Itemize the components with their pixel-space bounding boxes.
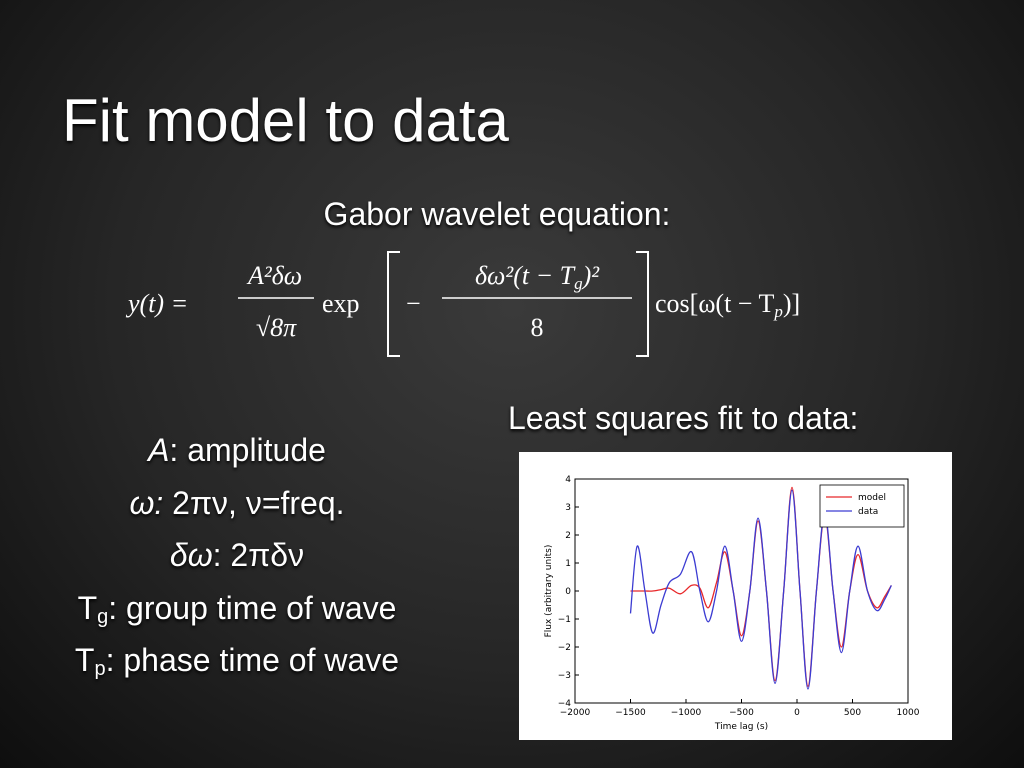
eq-frac-num: δω²(t − Tg)²	[475, 261, 600, 293]
eq-minus: −	[406, 289, 421, 318]
subscript: g	[97, 605, 109, 628]
y-tick-label: −1	[558, 615, 571, 625]
x-axis-label: Time lag (s)	[714, 722, 768, 732]
symbol: A	[148, 432, 170, 468]
y-tick-label: 3	[565, 503, 571, 513]
subscript: p	[94, 658, 106, 680]
equation: y(t) = A²δω √8π exp − δω²(t − Tg)² 8 cos…	[0, 0, 1024, 400]
y-tick-label: 2	[565, 531, 571, 541]
eq-cos: cos[ω(t − Tp)]	[655, 289, 800, 321]
eq-frac-num: A²δω	[246, 261, 302, 290]
eq-lhs: y(t) =	[125, 289, 188, 318]
y-tick-label: −3	[558, 671, 571, 681]
legend-box	[819, 484, 905, 528]
eq-part: )]	[783, 289, 800, 318]
legend-label: data	[858, 507, 878, 517]
chart: −2000 −1500 −1000 −500 0 500 1000 −4 −3 −2 −1 0 1 2 3 4…	[544, 475, 920, 732]
definitions: A: amplitude ω: 2πν, ν=freq. δω: 2πδν Tg: g…	[0, 424, 474, 687]
x-tick-label: −2000	[560, 708, 591, 718]
y-tick-label: −4	[558, 699, 572, 709]
x-tick-label: 500	[844, 708, 861, 718]
definition-text: : 2πδν	[212, 537, 305, 573]
eq-frac-den: √8π	[256, 313, 297, 342]
plot-heading: Least squares fit to data:	[508, 400, 859, 436]
x-tick-label: −500	[729, 708, 754, 718]
definition-line: A: amplitude	[0, 424, 474, 477]
y-tick-label: 4	[565, 475, 571, 485]
symbol: ω:	[129, 484, 164, 521]
x-tick-label: 0	[794, 708, 800, 718]
definition-text: : group time of wave	[108, 589, 397, 626]
definition-line: Tg: group time of wave	[0, 582, 474, 635]
x-tick-label: −1500	[615, 708, 646, 718]
series-line	[629, 489, 892, 690]
bracket	[636, 251, 649, 357]
symbol: δω	[169, 537, 213, 573]
symbol: T	[77, 589, 98, 626]
y-tick-label: 1	[565, 559, 571, 569]
eq-sub: p	[773, 302, 783, 321]
y-tick-label: −2	[558, 643, 571, 653]
definition-line: Tp: phase time of wave	[0, 634, 474, 687]
plot-panel: −2000 −1500 −1000 −500 0 500 1000 −4 −3 −2 −1 0 1 2 3 4…	[519, 452, 952, 740]
equation-heading: Gabor wavelet equation:	[323, 196, 671, 232]
eq-sub: g	[574, 274, 583, 293]
definition-text: 2πν, ν=freq.	[163, 484, 345, 521]
bracket	[387, 251, 400, 357]
legend-label: model	[858, 493, 886, 503]
y-axis-label: Flux (arbitrary units)	[544, 545, 554, 638]
symbol: T	[74, 642, 95, 678]
y-tick-label: 0	[565, 587, 571, 597]
x-tick-label: −1000	[671, 708, 702, 718]
definition-text: : phase time of wave	[105, 642, 400, 678]
x-tick-label: 1000	[897, 708, 920, 718]
eq-part: cos[ω(t − T	[655, 289, 775, 318]
eq-frac-den: 8	[531, 313, 544, 342]
definition-text: : amplitude	[169, 432, 326, 468]
eq-part: )²	[581, 261, 601, 290]
eq-part: δω²(t − T	[475, 261, 576, 290]
eq-exp: exp	[322, 289, 360, 318]
definition-line: δω: 2πδν	[0, 529, 474, 582]
definition-line: ω: 2πν, ν=freq.	[0, 477, 474, 530]
plot-frame	[574, 478, 909, 704]
slide-title: Fit model to data	[62, 87, 509, 154]
